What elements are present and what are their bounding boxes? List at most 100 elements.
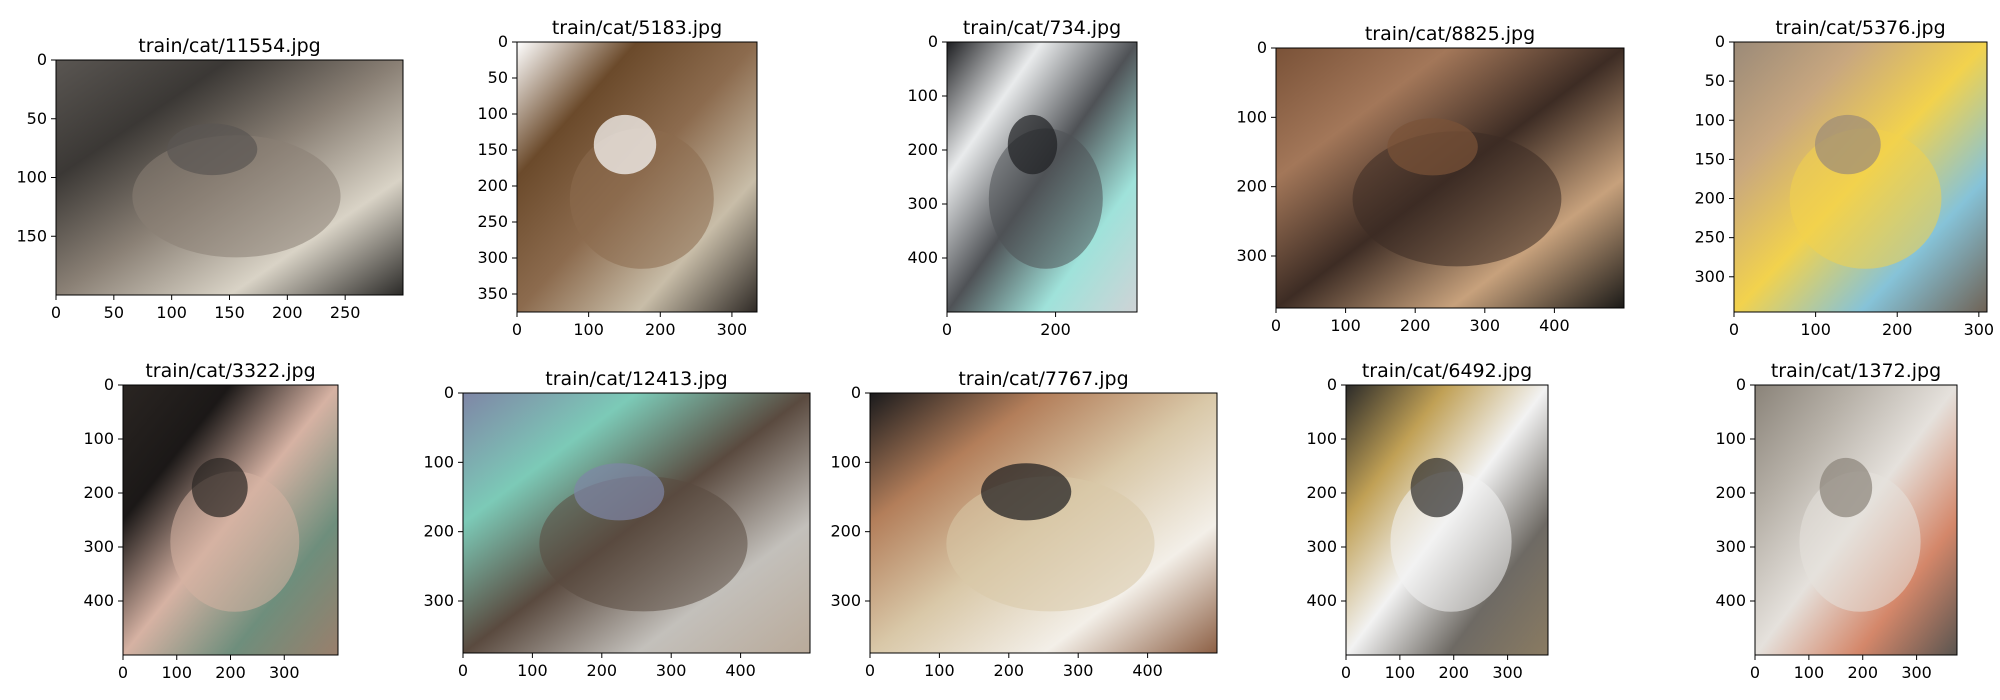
cat-head-shape <box>1387 118 1478 176</box>
x-tick-label: 400 <box>1539 316 1570 335</box>
y-tick-label: 100 <box>907 86 938 105</box>
x-tick-label: 150 <box>214 303 245 322</box>
y-tick-label: 300 <box>477 248 508 267</box>
x-tick-label: 100 <box>1794 663 1825 682</box>
y-tick-label: 0 <box>498 32 508 51</box>
x-tick-label: 100 <box>156 303 187 322</box>
subplot-title: train/cat/5376.jpg <box>1775 17 1945 39</box>
subplot-title: train/cat/734.jpg <box>963 17 1121 39</box>
x-tick-label: 200 <box>587 661 618 680</box>
subplot-title: train/cat/1372.jpg <box>1771 360 1941 382</box>
y-tick-label: 100 <box>1306 429 1337 448</box>
x-tick-label: 100 <box>1800 320 1831 339</box>
x-tick-label: 200 <box>1400 316 1431 335</box>
y-tick-label: 200 <box>907 140 938 159</box>
axes-frame <box>1275 47 1625 309</box>
axes-frame <box>869 392 1218 654</box>
y-tick-label: 400 <box>1715 591 1746 610</box>
x-tick-label: 300 <box>656 661 687 680</box>
x-tick-label: 300 <box>1063 661 1094 680</box>
subplot-title: train/cat/11554.jpg <box>138 35 320 57</box>
y-tick-label: 100 <box>1236 107 1267 126</box>
x-tick-label: 300 <box>1492 663 1523 682</box>
y-tick-label: 50 <box>1705 71 1725 90</box>
cat-head-shape <box>191 457 248 518</box>
axes-frame <box>1733 41 1988 313</box>
x-tick-label: 300 <box>717 320 748 339</box>
x-tick-label: 0 <box>942 320 952 339</box>
subplot-1: train/cat/11554.jpg 0 50 100 150 200 250 0 50 100… <box>16 35 404 322</box>
y-tick-label: 300 <box>1694 267 1725 286</box>
y-tick-label: 300 <box>1306 537 1337 556</box>
y-tick-label: 400 <box>1306 591 1337 610</box>
y-tick-label: 200 <box>1306 483 1337 502</box>
axes-frame <box>1754 384 1958 656</box>
subplot-10: train/cat/1372.jpg 0 100 200 300 0 100 200 300 40… <box>1715 360 1958 682</box>
y-tick-label: 250 <box>1694 228 1725 247</box>
subplot-4: train/cat/8825.jpg 0 100 200 300 400 0 100 200 30… <box>1236 23 1625 335</box>
x-tick-label: 100 <box>924 661 955 680</box>
y-tick-label: 0 <box>444 383 454 402</box>
y-tick-label: 100 <box>1715 429 1746 448</box>
x-tick-label: 0 <box>1729 320 1739 339</box>
cat-head-shape <box>1410 457 1464 518</box>
x-tick-label: 200 <box>1040 320 1071 339</box>
x-tick-label: 200 <box>1847 663 1878 682</box>
x-tick-label: 200 <box>645 320 676 339</box>
x-tick-label: 0 <box>1341 663 1351 682</box>
x-tick-label: 0 <box>865 661 875 680</box>
y-tick-label: 0 <box>37 50 47 69</box>
y-tick-label: 200 <box>83 483 114 502</box>
y-tick-label: 100 <box>1694 110 1725 129</box>
x-tick-label: 300 <box>1470 316 1501 335</box>
cat-head-shape <box>1814 114 1881 175</box>
y-tick-label: 150 <box>1694 149 1725 168</box>
subplot-title: train/cat/3322.jpg <box>145 360 315 382</box>
y-tick-label: 50 <box>488 68 508 87</box>
subplot-title: train/cat/7767.jpg <box>958 368 1128 390</box>
x-tick-label: 400 <box>1132 661 1163 680</box>
cat-head-shape <box>574 463 665 521</box>
cat-head-shape <box>593 114 657 175</box>
y-tick-label: 200 <box>477 176 508 195</box>
y-tick-label: 200 <box>1236 177 1267 196</box>
axes-frame <box>1345 384 1549 656</box>
x-tick-label: 100 <box>1330 316 1361 335</box>
x-tick-label: 0 <box>51 303 61 322</box>
x-tick-label: 50 <box>104 303 124 322</box>
cat-head-shape <box>1007 114 1058 175</box>
y-tick-label: 50 <box>27 109 47 128</box>
y-tick-label: 300 <box>907 194 938 213</box>
subplot-9: train/cat/6492.jpg 0 100 200 300 0 100 200 300 40… <box>1306 360 1549 682</box>
x-tick-label: 200 <box>994 661 1025 680</box>
y-tick-label: 100 <box>830 452 861 471</box>
y-tick-label: 200 <box>830 522 861 541</box>
y-tick-label: 300 <box>1236 246 1267 265</box>
y-tick-label: 300 <box>423 591 454 610</box>
subplot-title: train/cat/5183.jpg <box>552 17 722 39</box>
x-tick-label: 0 <box>1750 663 1760 682</box>
y-tick-label: 150 <box>477 140 508 159</box>
cat-head-shape <box>981 463 1072 521</box>
x-tick-label: 250 <box>330 303 361 322</box>
y-tick-label: 150 <box>16 226 47 245</box>
x-tick-label: 0 <box>458 661 468 680</box>
cat-head-shape <box>167 123 258 176</box>
subplot-8: train/cat/7767.jpg 0 100 200 300 400 0 100 200 30… <box>830 368 1218 680</box>
subplot-title: train/cat/12413.jpg <box>545 368 727 390</box>
x-tick-label: 100 <box>161 663 192 682</box>
y-tick-label: 300 <box>83 537 114 556</box>
x-tick-label: 200 <box>272 303 303 322</box>
subplot-title: train/cat/6492.jpg <box>1362 360 1532 382</box>
cat-head-shape <box>1819 457 1873 518</box>
subplot-title: train/cat/8825.jpg <box>1365 23 1535 45</box>
y-tick-label: 0 <box>1327 375 1337 394</box>
y-tick-label: 100 <box>16 168 47 187</box>
x-tick-label: 100 <box>517 661 548 680</box>
x-tick-label: 300 <box>269 663 300 682</box>
y-tick-label: 300 <box>1715 537 1746 556</box>
subplot-6: train/cat/3322.jpg 0 100 200 300 0 100 200 300 40… <box>83 360 339 682</box>
subplot-5: train/cat/5376.jpg 0 100 200 300 0 50 100 150 200… <box>1694 17 1994 339</box>
